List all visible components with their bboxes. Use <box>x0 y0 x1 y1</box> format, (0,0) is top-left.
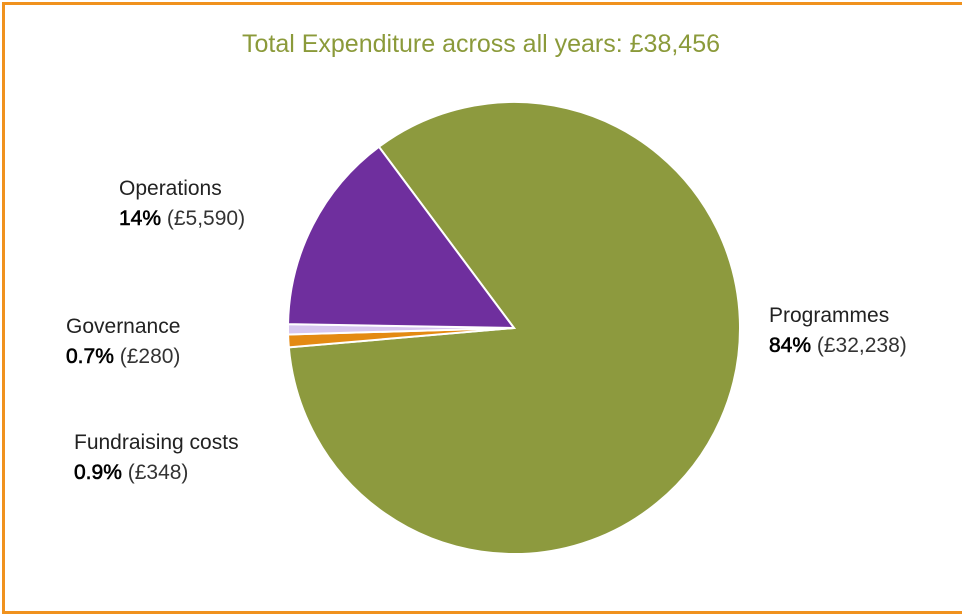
slice-label-amount: (£280) <box>119 345 181 368</box>
pie-slice-operations <box>287 145 517 330</box>
label-programmes: Programmes 84% (£32,238) <box>769 301 907 361</box>
slice-label-name: Governance <box>66 315 181 338</box>
slice-label-amount: (£348) <box>127 461 189 484</box>
slice-label-name: Operations <box>119 177 222 200</box>
label-operations: Operations 14% (£5,590) <box>119 174 245 234</box>
label-governance: Governance 0.7% (£280) <box>66 312 181 372</box>
slice-label-percent: 0.9% <box>74 461 122 485</box>
chart-title: Total Expenditure across all years: £38,… <box>241 30 721 58</box>
slice-label-amount: (£32,238) <box>816 334 907 357</box>
slice-label-name: Fundraising costs <box>74 431 239 454</box>
slice-label-percent: 0.7% <box>66 345 114 369</box>
slice-label-percent: 14% <box>119 207 162 231</box>
label-fundraising-costs: Fundraising costs 0.9% (£348) <box>74 428 239 488</box>
slice-label-amount: (£5,590) <box>166 207 246 230</box>
slice-label-percent: 84% <box>769 334 812 358</box>
slice-label-name: Programmes <box>769 304 890 327</box>
